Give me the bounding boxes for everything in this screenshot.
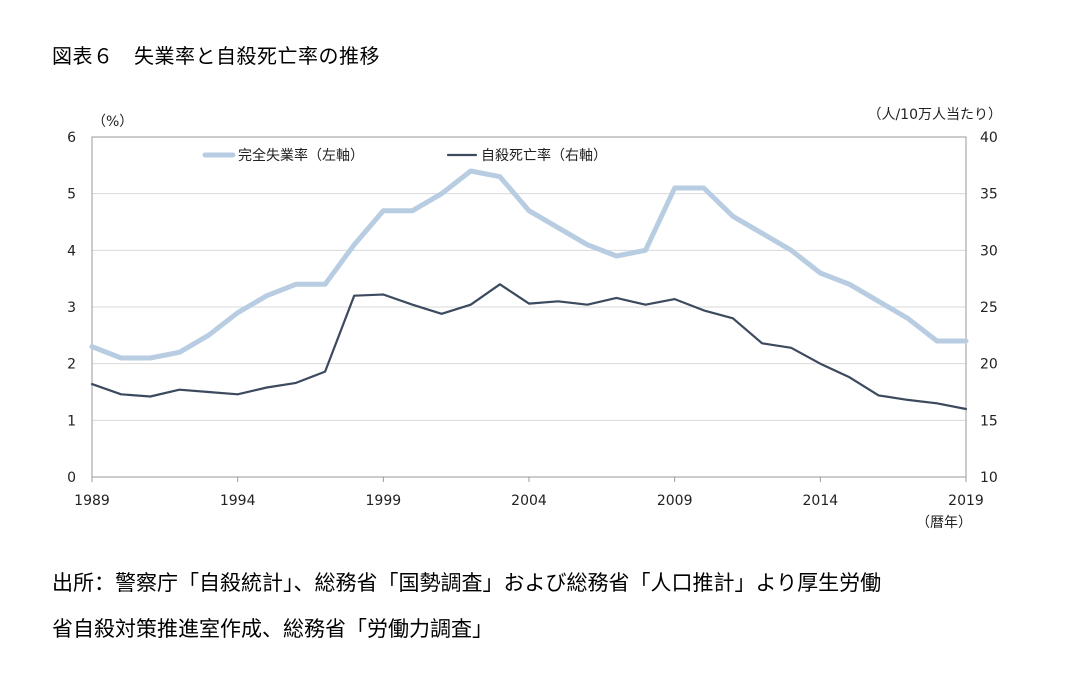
y-left-tick-label: 5: [67, 187, 76, 203]
y-right-tick-label: 10: [980, 470, 998, 486]
series-line-unemployment: [89, 168, 969, 361]
x-axis-label: （暦年）: [916, 515, 972, 531]
y-left-axis-label: （%）: [92, 114, 133, 130]
y-right-tick-label: 15: [980, 413, 998, 429]
x-tick-label: 1999: [366, 493, 402, 509]
y-right-tick-label: 30: [980, 243, 998, 259]
y-left-tick-label: 0: [67, 470, 76, 486]
source-line-1: 出所：警察庁「自殺統計」、総務省「国勢調査」および総務省「人口推計」より厚生労働: [52, 571, 882, 595]
x-tick-label: 1989: [74, 493, 110, 509]
source-note: 出所：警察庁「自殺統計」、総務省「国勢調査」および総務省「人口推計」より厚生労働…: [52, 560, 1052, 652]
x-tick-label: 1994: [220, 493, 256, 509]
y-right-tick-label: 35: [980, 187, 998, 203]
x-tick-label: 2004: [511, 493, 547, 509]
x-tick-label: 2009: [657, 493, 693, 509]
line-chart: 0 1 2 3 4 5 6 10 15 20 25 30 35 40 1989 1994 1999 2004 200…: [67, 107, 1002, 531]
grid-lines: [92, 193, 966, 421]
x-tick-label: 2019: [948, 493, 984, 509]
x-tick-label: 2014: [803, 493, 839, 509]
legend-label: 自殺死亡率（右軸）: [481, 147, 607, 164]
legend-label: 完全失業率（左軸）: [238, 147, 364, 164]
y-right-tick-label: 20: [980, 357, 998, 373]
y-right-tick-label: 25: [980, 300, 998, 316]
y-left-tick-label: 6: [67, 130, 76, 146]
y-right-axis-label: （人/10万人当たり）: [867, 107, 1002, 123]
y-right-tick-label: 40: [980, 130, 998, 146]
figure-title: 図表６ 失業率と自殺死亡率の推移: [52, 44, 380, 68]
series-layer: [89, 168, 969, 411]
legend: 完全失業率（左軸） 自殺死亡率（右軸）: [202, 147, 607, 164]
y-left-tick-label: 2: [67, 357, 76, 373]
y-left-tick-label: 1: [67, 413, 76, 429]
source-line-2: 省自殺対策推進室作成、総務省「労働力調査」: [52, 617, 493, 641]
series-line-suicide: [90, 283, 968, 411]
y-left-tick-label: 3: [67, 300, 76, 316]
axes: 0 1 2 3 4 5 6 10 15 20 25 30 35 40 1989 1994 1999 2004 200…: [67, 107, 1002, 531]
y-left-tick-label: 4: [67, 243, 76, 259]
